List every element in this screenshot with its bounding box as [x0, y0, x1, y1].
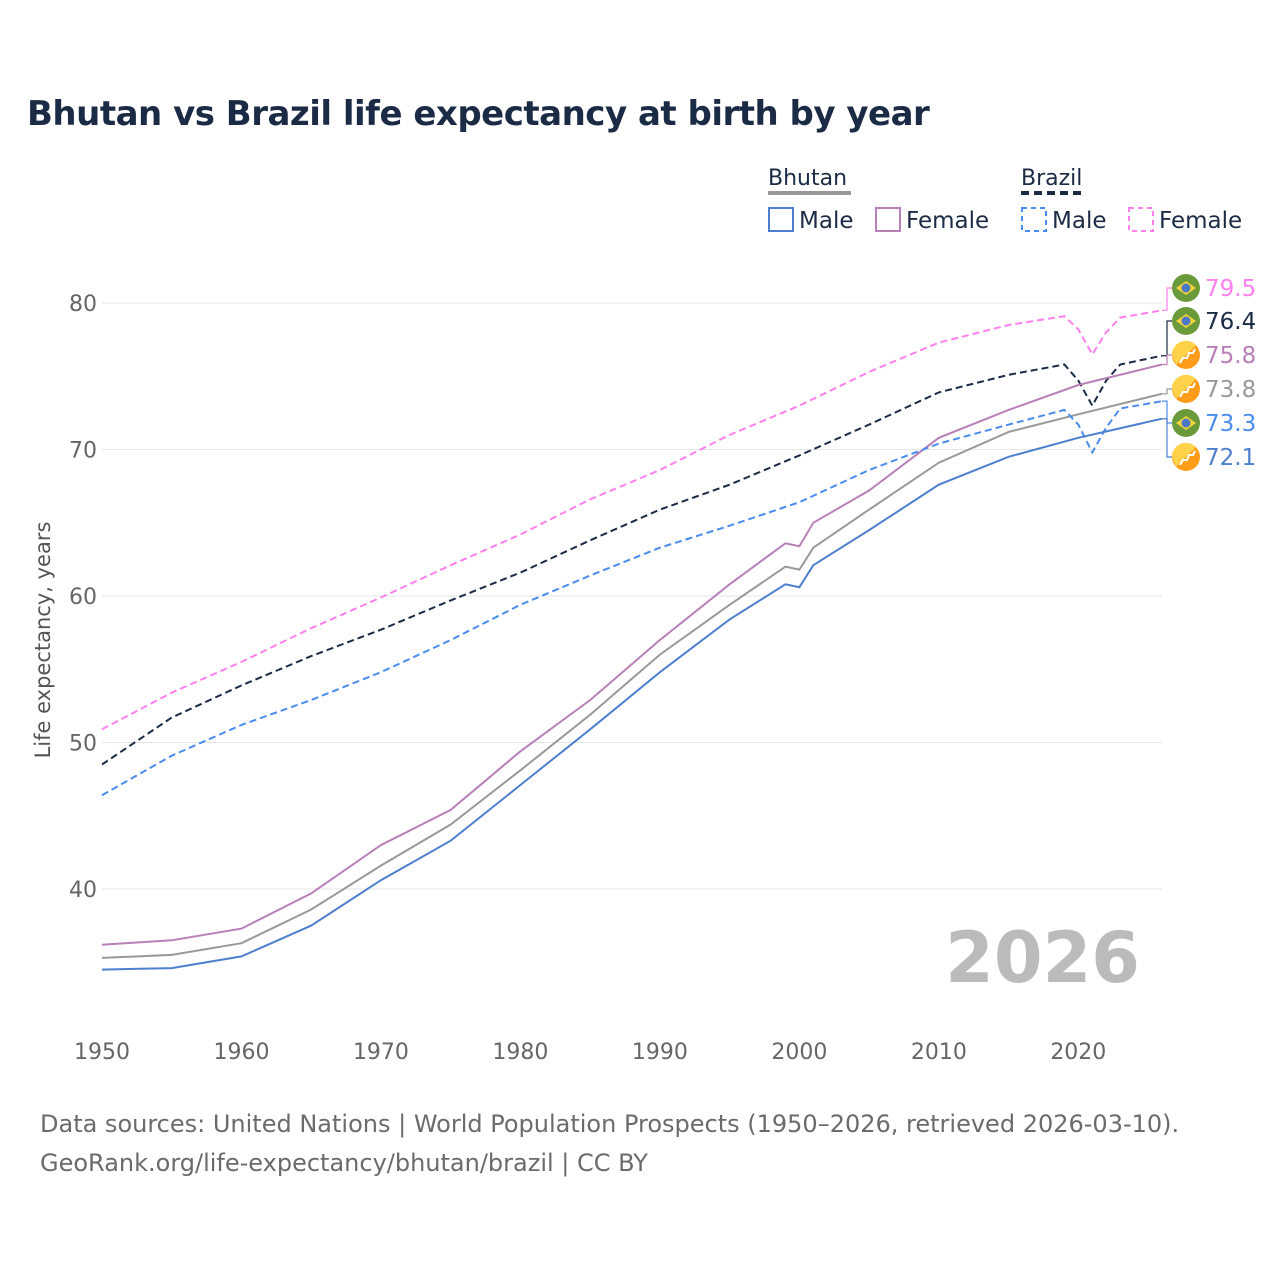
series-line-brazil-male: [101, 400, 1163, 797]
y-tick-label: 50: [69, 732, 97, 757]
legend-label: Male: [799, 208, 853, 234]
x-tick-label: 2010: [911, 1040, 967, 1065]
x-tick-label: 1980: [492, 1040, 548, 1065]
x-tick-label: 1990: [632, 1040, 688, 1065]
legend-swatch: [1128, 207, 1154, 232]
chart-title: Bhutan vs Brazil life expectancy at birt…: [27, 94, 930, 134]
leader-line: [1162, 354, 1172, 366]
bhutan-flag-dragon: [1179, 450, 1196, 466]
end-value-label: 73.3: [1205, 411, 1256, 437]
legend-group-title: Bhutan: [768, 166, 847, 191]
source-note: Data sources: United Nations | World Pop…: [40, 1105, 1179, 1183]
leader-line: [1162, 320, 1172, 357]
year-watermark: 2026: [945, 917, 1140, 999]
legend-label: Female: [1159, 208, 1242, 234]
x-tick-label: 1960: [213, 1040, 269, 1065]
source-line-1: Data sources: United Nations | World Pop…: [40, 1110, 1180, 1138]
series-line-bhutan: [101, 392, 1163, 959]
brazil-flag-globe: [1181, 418, 1191, 428]
leader-line: [1162, 418, 1172, 458]
series-line-bhutan-female: [101, 363, 1163, 946]
legend-group-title: Brazil: [1021, 166, 1082, 191]
x-tick-label: 2000: [771, 1040, 827, 1065]
leader-line: [1162, 400, 1172, 424]
legend-swatch: [768, 207, 794, 232]
legend-swatch: [875, 207, 901, 232]
y-tick-label: 60: [69, 585, 97, 610]
y-tick-label: 80: [69, 292, 97, 317]
legend-swatch: [1021, 207, 1047, 232]
x-tick-label: 1950: [74, 1040, 130, 1065]
y-tick-label: 40: [69, 878, 97, 903]
y-axis-label: Life expectancy, years: [31, 522, 55, 759]
legend-label: Female: [906, 208, 989, 234]
brazil-flag-globe: [1181, 283, 1191, 293]
leader-line: [1162, 388, 1172, 395]
end-value-label: 72.1: [1205, 445, 1256, 471]
end-value-label: 76.4: [1205, 309, 1256, 335]
bhutan-flag-half: [1171, 340, 1196, 365]
series-line-brazil-female: [101, 309, 1163, 731]
bhutan-flag-half: [1171, 442, 1196, 467]
bhutan-flag-dragon: [1179, 348, 1196, 364]
series-line-brazil: [101, 354, 1163, 766]
source-line-2[interactable]: GeoRank.org/life-expectancy/bhutan/brazi…: [40, 1149, 648, 1177]
end-value-label: 79.5: [1205, 276, 1256, 302]
bhutan-flag-half: [1171, 374, 1196, 399]
y-tick-label: 70: [69, 439, 97, 464]
bhutan-flag-dragon: [1179, 382, 1196, 398]
legend-label: Male: [1052, 208, 1106, 234]
end-value-label: 75.8: [1205, 343, 1256, 369]
end-value-label: 73.8: [1205, 377, 1256, 403]
x-tick-label: 2020: [1050, 1040, 1106, 1065]
series-line-bhutan-male: [101, 417, 1163, 971]
x-tick-label: 1970: [353, 1040, 409, 1065]
brazil-flag-globe: [1181, 316, 1191, 326]
leader-line: [1162, 287, 1172, 311]
